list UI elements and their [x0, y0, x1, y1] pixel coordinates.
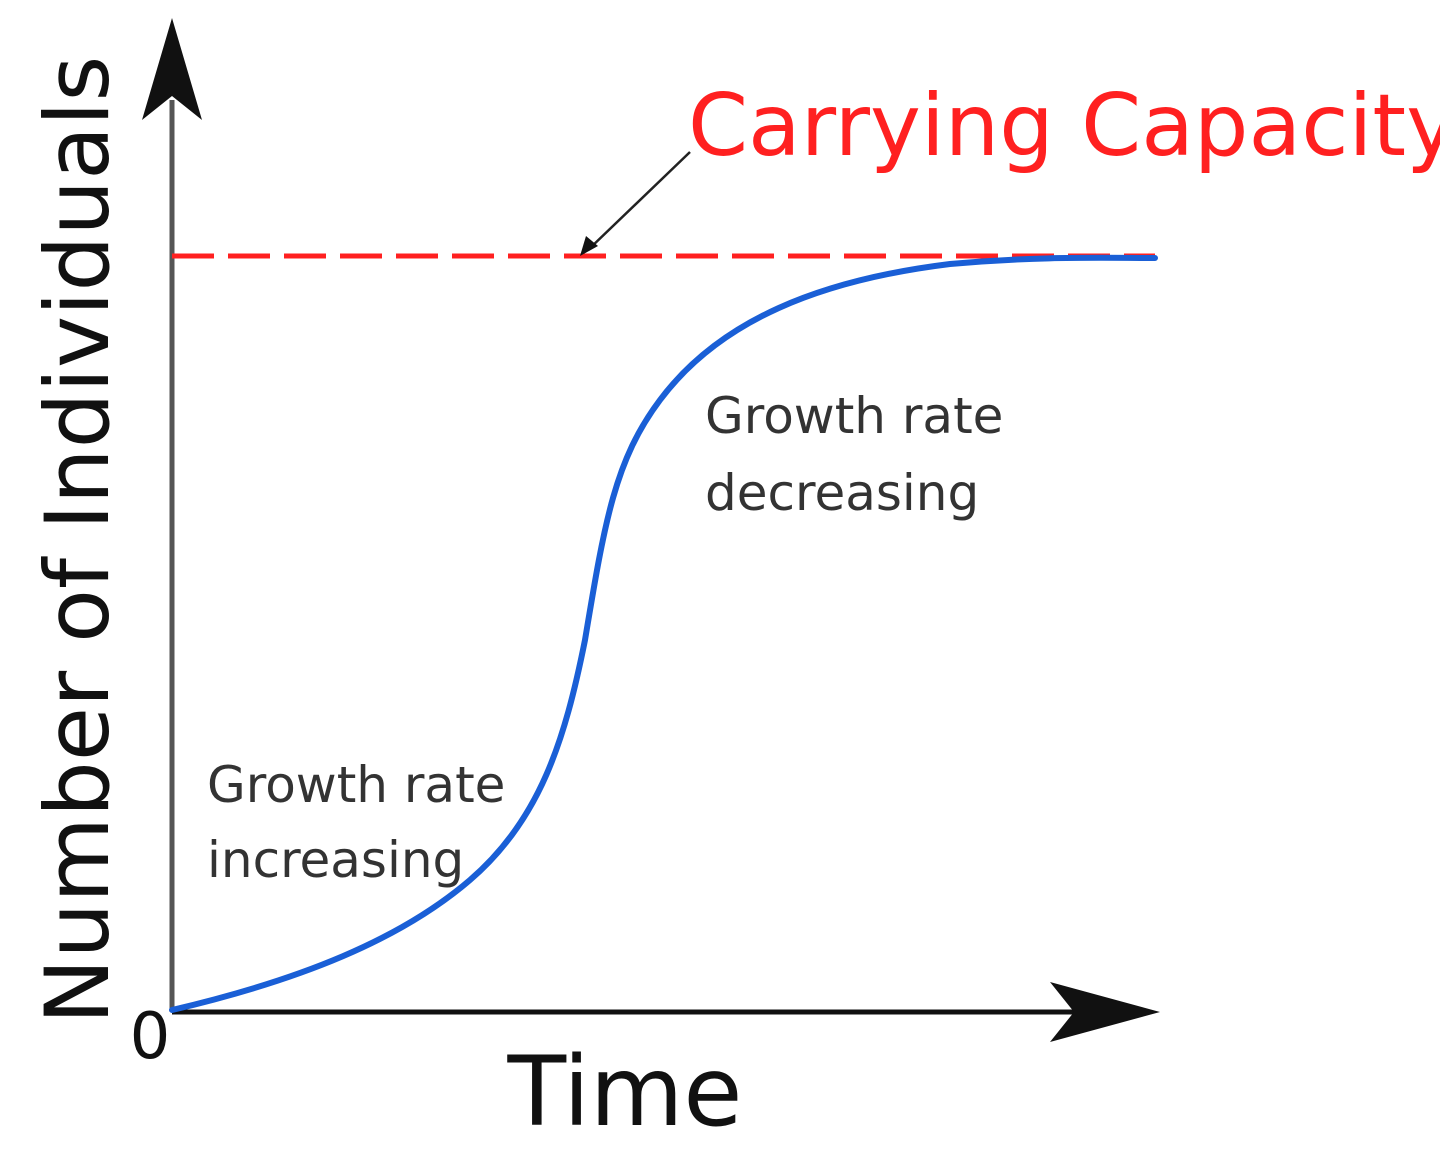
y-axis-label: Number of Individuals [26, 56, 129, 1025]
y-axis-arrowhead-icon [142, 18, 202, 120]
growth-increasing-label-line2: increasing [207, 831, 464, 889]
carrying-capacity-label: Carrying Capacity [688, 76, 1440, 176]
population-curve [169, 254, 1158, 1013]
capacity-pointer-arrow [587, 151, 691, 251]
growth-increasing-label-line1: Growth rate [207, 756, 505, 814]
x-axis [172, 982, 1160, 1042]
x-axis-label: Time [507, 1036, 743, 1148]
y-axis [142, 18, 202, 1012]
growth-decreasing-label-line2: decreasing [705, 464, 979, 522]
origin-label: 0 [130, 1000, 171, 1074]
capacity-pointer-arrowhead-icon [580, 236, 598, 256]
x-axis-arrowhead-icon [1050, 982, 1160, 1042]
growth-decreasing-label-line1: Growth rate [705, 387, 1003, 445]
